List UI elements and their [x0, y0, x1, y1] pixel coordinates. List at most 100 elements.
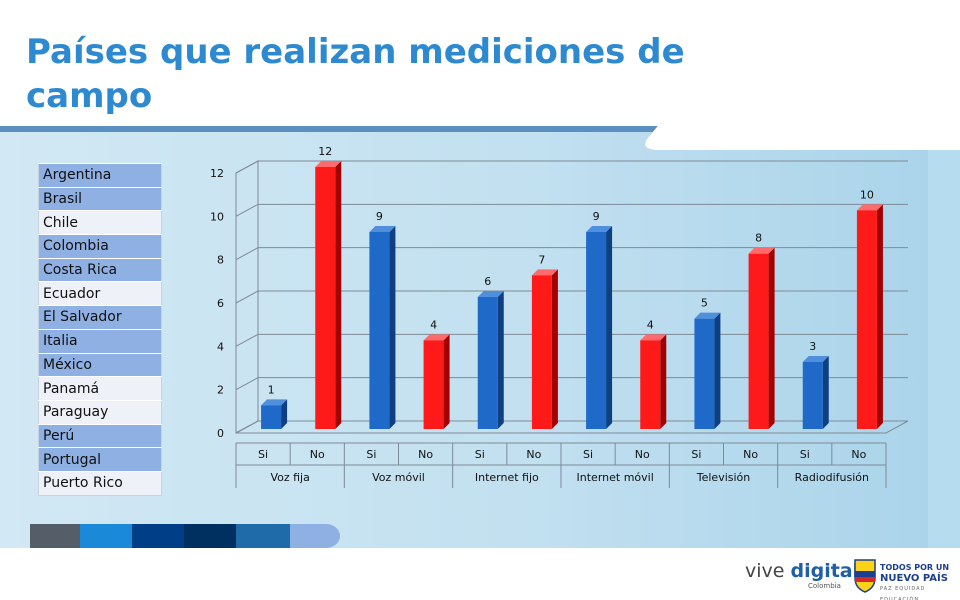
- x-tick-label: No: [851, 448, 866, 461]
- country-name: Panamá: [38, 376, 162, 401]
- bar-top: [586, 226, 613, 232]
- group-label: Internet móvil: [577, 471, 654, 484]
- country-row: Perú: [38, 423, 162, 448]
- country-row: Puerto Rico: [38, 470, 162, 496]
- data-label: 4: [430, 318, 437, 331]
- bar: [531, 275, 552, 429]
- bar-side: [876, 204, 883, 429]
- gridline: [235, 290, 908, 304]
- gridline: [235, 377, 908, 391]
- country-name: Italia: [38, 328, 162, 353]
- x-tick-label: Si: [691, 448, 701, 461]
- bottom-stripe-grey: [30, 524, 80, 548]
- bottom-stripe-blue: [80, 524, 132, 548]
- bar-side: [606, 226, 613, 429]
- y-tick-label: 12: [210, 167, 224, 180]
- bar-side: [822, 356, 829, 429]
- x-tick-label: Si: [475, 448, 485, 461]
- bar-top: [640, 334, 667, 341]
- bar-side: [768, 247, 775, 429]
- country-row: Italia: [38, 328, 162, 353]
- x-tick-label: Si: [800, 448, 810, 461]
- right-edge-band: [928, 150, 960, 550]
- y-tick-label: 0: [217, 427, 224, 440]
- chart-floor: [235, 420, 909, 434]
- country-row: Portugal: [38, 447, 162, 472]
- country-name: Portugal: [38, 447, 162, 472]
- country-row: Ecuador: [38, 281, 162, 306]
- vive-digital-prefix: vive: [745, 560, 791, 582]
- tpun-line-1: TODOS POR UN: [880, 563, 950, 572]
- country-name: Brasil: [38, 186, 162, 211]
- country-name: Costa Rica: [38, 257, 162, 282]
- bar-side: [389, 226, 396, 429]
- bar: [802, 362, 823, 429]
- x-tick-label: No: [635, 448, 650, 461]
- tpun-line-3: PAZ EQUIDAD EDUCACIÓN: [880, 586, 926, 600]
- bar-side: [660, 334, 667, 429]
- bar: [423, 340, 444, 429]
- todos-por-un-nuevo-pais-logo: TODOS POR UN NUEVO PAÍS PAZ EQUIDAD EDUC…: [880, 562, 955, 600]
- country-row: Brasil: [38, 186, 162, 211]
- country-row: Argentina: [38, 163, 162, 188]
- bar-top: [694, 312, 721, 319]
- vive-digital-subtitle: Colombia: [808, 582, 841, 590]
- header-stripe: [0, 126, 960, 132]
- gridline: [235, 203, 908, 217]
- bar-side: [335, 161, 342, 429]
- bottom-stripe-navy: [132, 524, 184, 548]
- x-tick-label: No: [310, 448, 325, 461]
- bar: [694, 318, 715, 429]
- bar: [315, 167, 336, 429]
- bar-top: [477, 291, 504, 297]
- data-label: 8: [755, 232, 762, 245]
- group-label: Internet fijo: [475, 471, 539, 484]
- country-row: Chile: [38, 210, 162, 235]
- bottom-stripe-mid: [236, 524, 290, 548]
- y-tick-label: 8: [217, 254, 224, 267]
- group-label: Voz móvil: [372, 471, 425, 484]
- data-label: 9: [593, 210, 600, 223]
- bar-side: [443, 334, 450, 429]
- group-label: Radiodifusión: [795, 471, 869, 484]
- vive-digital-logo: vive digital: [745, 560, 859, 582]
- x-tick-label: Si: [258, 448, 268, 461]
- gridline: [235, 160, 908, 174]
- data-label: 9: [376, 210, 383, 223]
- data-label: 3: [809, 340, 816, 353]
- bar: [477, 297, 498, 429]
- country-name: Colombia: [38, 234, 162, 259]
- bar-top: [748, 247, 775, 254]
- group-label: Televisión: [696, 471, 751, 484]
- country-row: Costa Rica: [38, 257, 162, 282]
- bar-side: [551, 269, 558, 429]
- country-row: Colombia: [38, 234, 162, 259]
- bar-top: [261, 399, 288, 406]
- x-tick-label: Si: [366, 448, 376, 461]
- gridline: [235, 333, 908, 347]
- bar-side: [281, 399, 288, 429]
- country-row: México: [38, 352, 162, 377]
- x-tick-label: No: [418, 448, 433, 461]
- bar-top: [531, 269, 558, 276]
- bar-side: [497, 291, 504, 429]
- country-row: Panamá: [38, 376, 162, 401]
- x-tick-label: No: [526, 448, 541, 461]
- country-name: Perú: [38, 423, 162, 448]
- country-name: Ecuador: [38, 281, 162, 306]
- country-name: Paraguay: [38, 399, 162, 425]
- gridline: [235, 247, 908, 261]
- country-name: México: [38, 352, 162, 377]
- country-list: Argentina Brasil Chile Colombia Costa Rica Ec…: [38, 163, 162, 496]
- bar-top: [315, 161, 342, 167]
- bar: [369, 232, 390, 429]
- bar: [856, 210, 877, 429]
- x-tick-label: No: [743, 448, 758, 461]
- y-tick-label: 2: [217, 384, 224, 397]
- y-tick-label: 10: [210, 210, 224, 223]
- data-label: 1: [268, 383, 275, 396]
- data-label: 6: [484, 275, 491, 288]
- data-label: 7: [538, 253, 545, 266]
- bar: [640, 340, 661, 429]
- data-label: 10: [860, 188, 874, 201]
